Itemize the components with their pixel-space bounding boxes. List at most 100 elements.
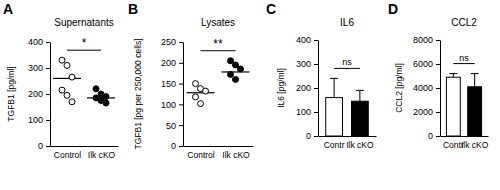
y-tick-label: 100 xyxy=(28,115,43,125)
y-tick: 0 xyxy=(38,141,50,151)
x-tick-label: Control xyxy=(187,150,215,160)
y-axis-title: IL6 [pg/ml] xyxy=(276,68,286,108)
error-cap xyxy=(356,90,364,91)
point xyxy=(238,66,244,72)
panel: DCCL2CCL2 [pg/ml]02000400060008000ContrI… xyxy=(388,1,489,150)
y-axis-line xyxy=(440,41,441,137)
y-axis: 0 50 100 150 200 250 xyxy=(161,37,184,151)
y-axis-line xyxy=(318,41,319,137)
x-tick-label: Ilk cKO xyxy=(461,140,489,150)
point xyxy=(59,87,65,93)
x-tick-label: Control xyxy=(54,150,82,160)
x-tick-label: Contr xyxy=(324,140,345,150)
y-tick: 0 xyxy=(306,131,318,141)
panel: ASupernatantsTGFB1 [pg/ml]0100200300400C… xyxy=(3,1,119,160)
y-axis-title: TGFB1 [pg/ml] xyxy=(6,66,16,121)
point xyxy=(93,86,99,92)
y-tick-mark xyxy=(46,146,50,147)
y-tick: 100 xyxy=(296,107,318,117)
x-axis-line xyxy=(441,136,489,137)
y-tick-mark xyxy=(179,104,183,105)
y-tick: 0 xyxy=(171,141,183,151)
y-tick-label: 150 xyxy=(161,79,176,89)
y-tick-label: 0 xyxy=(38,141,43,151)
y-tick: 200 xyxy=(161,58,183,68)
y-tick-label: 100 xyxy=(161,100,176,110)
figure: ASupernatantsTGFB1 [pg/ml]0100200300400C… xyxy=(0,0,500,190)
error-cap xyxy=(449,73,457,74)
x-axis-line xyxy=(184,146,254,147)
x-axis: Control Ilk cKO xyxy=(184,146,254,160)
point xyxy=(64,92,70,98)
y-tick: 400 xyxy=(28,37,50,47)
x-axis: ContrIlk cKO xyxy=(441,136,489,150)
x-tick-label: Ilk cKO xyxy=(222,150,250,160)
y-tick-mark xyxy=(436,64,440,65)
y-tick: 0 xyxy=(428,131,440,141)
y-tick-mark xyxy=(179,125,183,126)
y-tick-mark xyxy=(179,63,183,64)
panel-label: B xyxy=(128,1,138,17)
y-axis: 0 2000 4000 6000 8000 xyxy=(413,35,441,141)
y-axis-line xyxy=(50,43,51,147)
y-tick-label: 200 xyxy=(161,58,176,68)
point xyxy=(64,62,70,68)
x-tick: Contr xyxy=(324,136,345,150)
y-tick: 100 xyxy=(28,115,50,125)
x-tick-label: Ilk cKO xyxy=(88,150,116,160)
bar xyxy=(468,87,482,136)
point xyxy=(59,57,65,63)
y-tick-label: 300 xyxy=(28,63,43,73)
x-tick: Ilk cKO xyxy=(88,146,116,160)
y-tick-mark xyxy=(46,94,50,95)
point xyxy=(193,94,199,100)
point xyxy=(228,58,234,64)
y-tick-mark xyxy=(179,146,183,147)
y-tick-mark xyxy=(46,42,50,43)
error-cap xyxy=(471,73,479,74)
x-tick: Control xyxy=(187,146,215,160)
x-tick: Ilk cKO xyxy=(346,136,374,150)
y-tick-label: 4000 xyxy=(413,83,433,93)
panel: BLysatesTGFB1 [pg per 250,000 cells]0501… xyxy=(128,1,254,160)
y-tick-label: 200 xyxy=(28,89,43,99)
y-tick: 4000 xyxy=(413,83,440,93)
significance-label: * xyxy=(82,36,87,50)
x-axis-line xyxy=(51,146,119,147)
y-tick-label: 0 xyxy=(306,131,311,141)
x-tick: Control xyxy=(54,146,82,160)
y-tick-mark xyxy=(436,136,440,137)
plot-area xyxy=(53,57,115,106)
significance-label: ** xyxy=(213,37,223,51)
bar xyxy=(446,77,460,136)
point xyxy=(193,81,199,87)
title: Supernatants xyxy=(54,17,114,28)
mean-line xyxy=(53,78,81,79)
y-tick-mark xyxy=(314,136,318,137)
y-tick-label: 100 xyxy=(296,107,311,117)
x-tick-label: Ilk cKO xyxy=(346,140,374,150)
panel-label: C xyxy=(266,1,276,17)
point xyxy=(69,74,75,80)
y-tick: 100 xyxy=(161,100,183,110)
y-tick: 200 xyxy=(296,83,318,93)
title: Lysates xyxy=(201,17,235,28)
y-tick-label: 50 xyxy=(166,121,176,131)
y-tick-label: 0 xyxy=(428,131,433,141)
y-tick-mark xyxy=(314,64,318,65)
y-tick: 2000 xyxy=(413,107,440,117)
y-tick-label: 300 xyxy=(296,59,311,69)
y-tick-label: 6000 xyxy=(413,59,433,69)
y-tick-label: 250 xyxy=(161,37,176,47)
plot-area xyxy=(326,78,369,136)
y-tick: 8000 xyxy=(413,35,440,45)
y-tick: 250 xyxy=(161,37,183,47)
y-tick-mark xyxy=(436,88,440,89)
x-axis-line xyxy=(319,136,377,137)
point xyxy=(103,100,109,106)
y-tick-label: 400 xyxy=(28,37,43,47)
plot-area xyxy=(187,58,250,107)
y-tick-mark xyxy=(436,40,440,41)
significance-label: ns xyxy=(459,53,469,63)
point xyxy=(198,101,204,107)
